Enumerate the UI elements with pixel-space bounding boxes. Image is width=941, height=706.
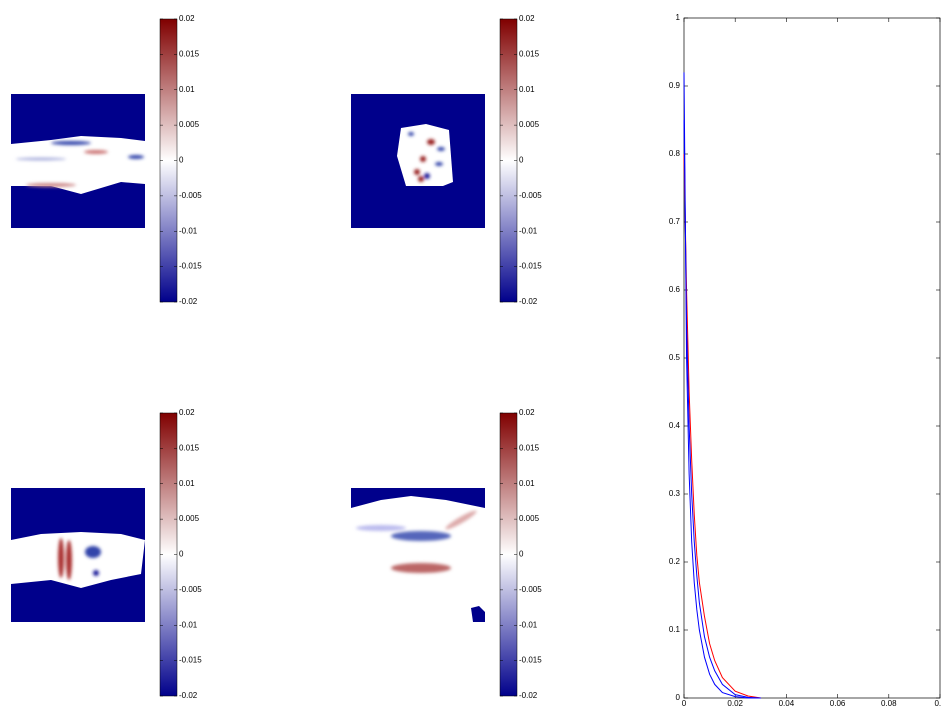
blob xyxy=(391,531,451,541)
blob xyxy=(391,563,451,573)
colorbar-tick-label: -0.005 xyxy=(519,585,542,594)
colorbar-tick-label: -0.005 xyxy=(519,191,542,200)
line-series xyxy=(683,72,761,699)
image-features xyxy=(408,132,445,182)
colorbar-tick-label: -0.015 xyxy=(179,656,202,665)
x-tick-label: 0.1 xyxy=(934,699,941,706)
blob xyxy=(93,570,99,576)
colorbar-tick-label: 0.005 xyxy=(519,120,540,129)
blob xyxy=(414,169,420,175)
y-tick-label: 0.5 xyxy=(669,353,681,362)
colorbar-tick-label: 0.005 xyxy=(519,514,540,523)
blob xyxy=(58,538,64,578)
blob xyxy=(424,173,430,179)
blob xyxy=(427,139,435,145)
y-tick-label: 0.6 xyxy=(669,285,681,294)
colorbar-tick-label: -0.01 xyxy=(179,226,198,235)
y-tick-label: 0.9 xyxy=(669,81,681,90)
colorbar-tick-label: 0.02 xyxy=(179,14,195,23)
image-features xyxy=(356,510,477,573)
image-region xyxy=(351,488,485,508)
y-tick-label: 0.8 xyxy=(669,149,681,158)
colorbar-tick-label: 0.005 xyxy=(179,514,200,523)
colorbar-tick-label: 0.015 xyxy=(179,49,200,58)
colorbar-tick-label: 0.02 xyxy=(519,408,535,417)
line-series xyxy=(683,153,761,699)
blob xyxy=(26,183,76,187)
colorbar-tick-label: 0 xyxy=(519,156,524,165)
colorbar-tick-label: 0 xyxy=(179,550,184,559)
colorbar-tick-label: -0.015 xyxy=(179,262,202,271)
image-features xyxy=(58,538,101,580)
blob xyxy=(128,155,144,159)
blob xyxy=(356,525,406,531)
image-panel xyxy=(11,488,145,622)
colorbar-tick-label: 0 xyxy=(179,156,184,165)
plot-frame xyxy=(683,17,941,699)
blob xyxy=(420,156,426,162)
image-features xyxy=(16,141,144,187)
image-region xyxy=(471,606,485,622)
y-tick-label: 0.2 xyxy=(669,557,681,566)
blob xyxy=(66,540,72,580)
image-panel xyxy=(351,488,485,622)
blob xyxy=(84,150,108,154)
x-tick-label: 0.06 xyxy=(830,699,846,706)
colorbar-tick-label: -0.02 xyxy=(519,297,538,306)
image-bg xyxy=(351,488,485,622)
blob xyxy=(51,141,91,145)
colorbar-tick-label: 0.02 xyxy=(519,14,535,23)
image-region xyxy=(11,136,145,194)
blob xyxy=(445,510,477,530)
colorbar-tick-label: -0.02 xyxy=(519,691,538,700)
blob xyxy=(437,147,445,151)
colorbar-tick-label: -0.015 xyxy=(519,262,542,271)
image-panel xyxy=(351,94,485,228)
image-region xyxy=(11,532,145,588)
blob xyxy=(16,157,66,161)
colorbar-tick-label: 0.005 xyxy=(179,120,200,129)
y-tick-label: 0.3 xyxy=(669,489,681,498)
colorbar-tick-label: 0 xyxy=(519,550,524,559)
blob xyxy=(435,162,443,166)
colorbar-tick-label: -0.02 xyxy=(179,297,198,306)
colorbar-tick-label: 0.01 xyxy=(179,479,195,488)
colorbar-tick-label: -0.02 xyxy=(179,691,198,700)
colorbar-tick-label: 0.01 xyxy=(519,479,535,488)
blob xyxy=(418,176,424,182)
x-tick-label: 0 xyxy=(682,699,687,706)
y-tick-label: 0.1 xyxy=(669,625,681,634)
colorbar-tick-label: -0.01 xyxy=(519,226,538,235)
line-series xyxy=(683,119,761,699)
colorbar-tick-label: -0.01 xyxy=(179,620,198,629)
colorbar-tick-label: -0.015 xyxy=(519,656,542,665)
colorbar-tick-label: 0.015 xyxy=(519,443,540,452)
colorbar-tick-label: 0.015 xyxy=(179,443,200,452)
colorbar-tick-label: 0.01 xyxy=(519,85,535,94)
image-panel xyxy=(11,94,145,228)
y-tick-label: 0 xyxy=(676,693,681,702)
y-tick-label: 1 xyxy=(676,13,681,22)
blob xyxy=(408,132,414,136)
x-tick-label: 0.04 xyxy=(779,699,795,706)
x-tick-label: 0.08 xyxy=(881,699,897,706)
colorbar-tick-label: 0.015 xyxy=(519,49,540,58)
y-tick-label: 0.4 xyxy=(669,421,681,430)
x-tick-label: 0.02 xyxy=(727,699,743,706)
colorbar-tick-label: -0.005 xyxy=(179,585,202,594)
y-tick-label: 0.7 xyxy=(669,217,681,226)
image-region xyxy=(397,124,453,186)
colorbar-tick-label: -0.005 xyxy=(179,191,202,200)
blob xyxy=(85,546,101,558)
colorbar-tick-label: -0.01 xyxy=(519,620,538,629)
colorbar-tick-label: 0.02 xyxy=(179,408,195,417)
colorbar-tick-label: 0.01 xyxy=(179,85,195,94)
